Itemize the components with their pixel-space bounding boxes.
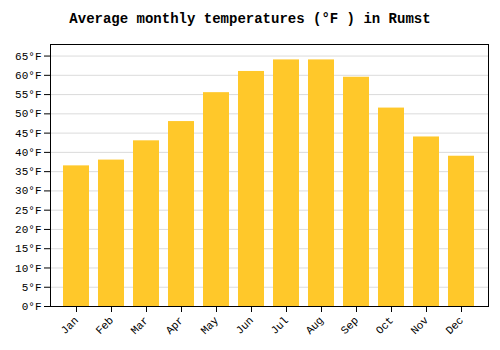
svg-text:35°F: 35°F: [15, 166, 41, 178]
svg-text:Dec: Dec: [444, 314, 466, 336]
svg-text:Oct: Oct: [374, 314, 396, 336]
svg-text:40°F: 40°F: [15, 147, 41, 159]
svg-text:45°F: 45°F: [15, 128, 41, 140]
svg-text:20°F: 20°F: [15, 224, 41, 236]
svg-text:Jun: Jun: [234, 314, 256, 336]
svg-text:Nov: Nov: [409, 314, 432, 337]
svg-text:May: May: [199, 314, 222, 337]
svg-text:30°F: 30°F: [15, 185, 41, 197]
svg-text:15°F: 15°F: [15, 243, 41, 255]
svg-text:Mar: Mar: [129, 314, 151, 336]
svg-text:25°F: 25°F: [15, 205, 41, 217]
svg-text:5°F: 5°F: [22, 282, 42, 294]
svg-text:10°F: 10°F: [15, 262, 41, 274]
svg-text:55°F: 55°F: [15, 89, 41, 101]
svg-text:Jul: Jul: [269, 314, 291, 336]
svg-text:Sep: Sep: [339, 314, 361, 336]
svg-text:Jan: Jan: [59, 314, 81, 336]
svg-text:50°F: 50°F: [15, 108, 41, 120]
svg-text:0°F: 0°F: [22, 301, 42, 313]
svg-text:Aug: Aug: [304, 314, 326, 336]
html-text:Average monthly temperatures (: Average monthly temperatures (°F ) in Ru…: [69, 11, 431, 27]
svg-text:Apr: Apr: [164, 314, 186, 336]
svg-text:65°F: 65°F: [15, 51, 41, 63]
svg-text:60°F: 60°F: [15, 70, 41, 82]
svg-text:Feb: Feb: [94, 314, 116, 336]
